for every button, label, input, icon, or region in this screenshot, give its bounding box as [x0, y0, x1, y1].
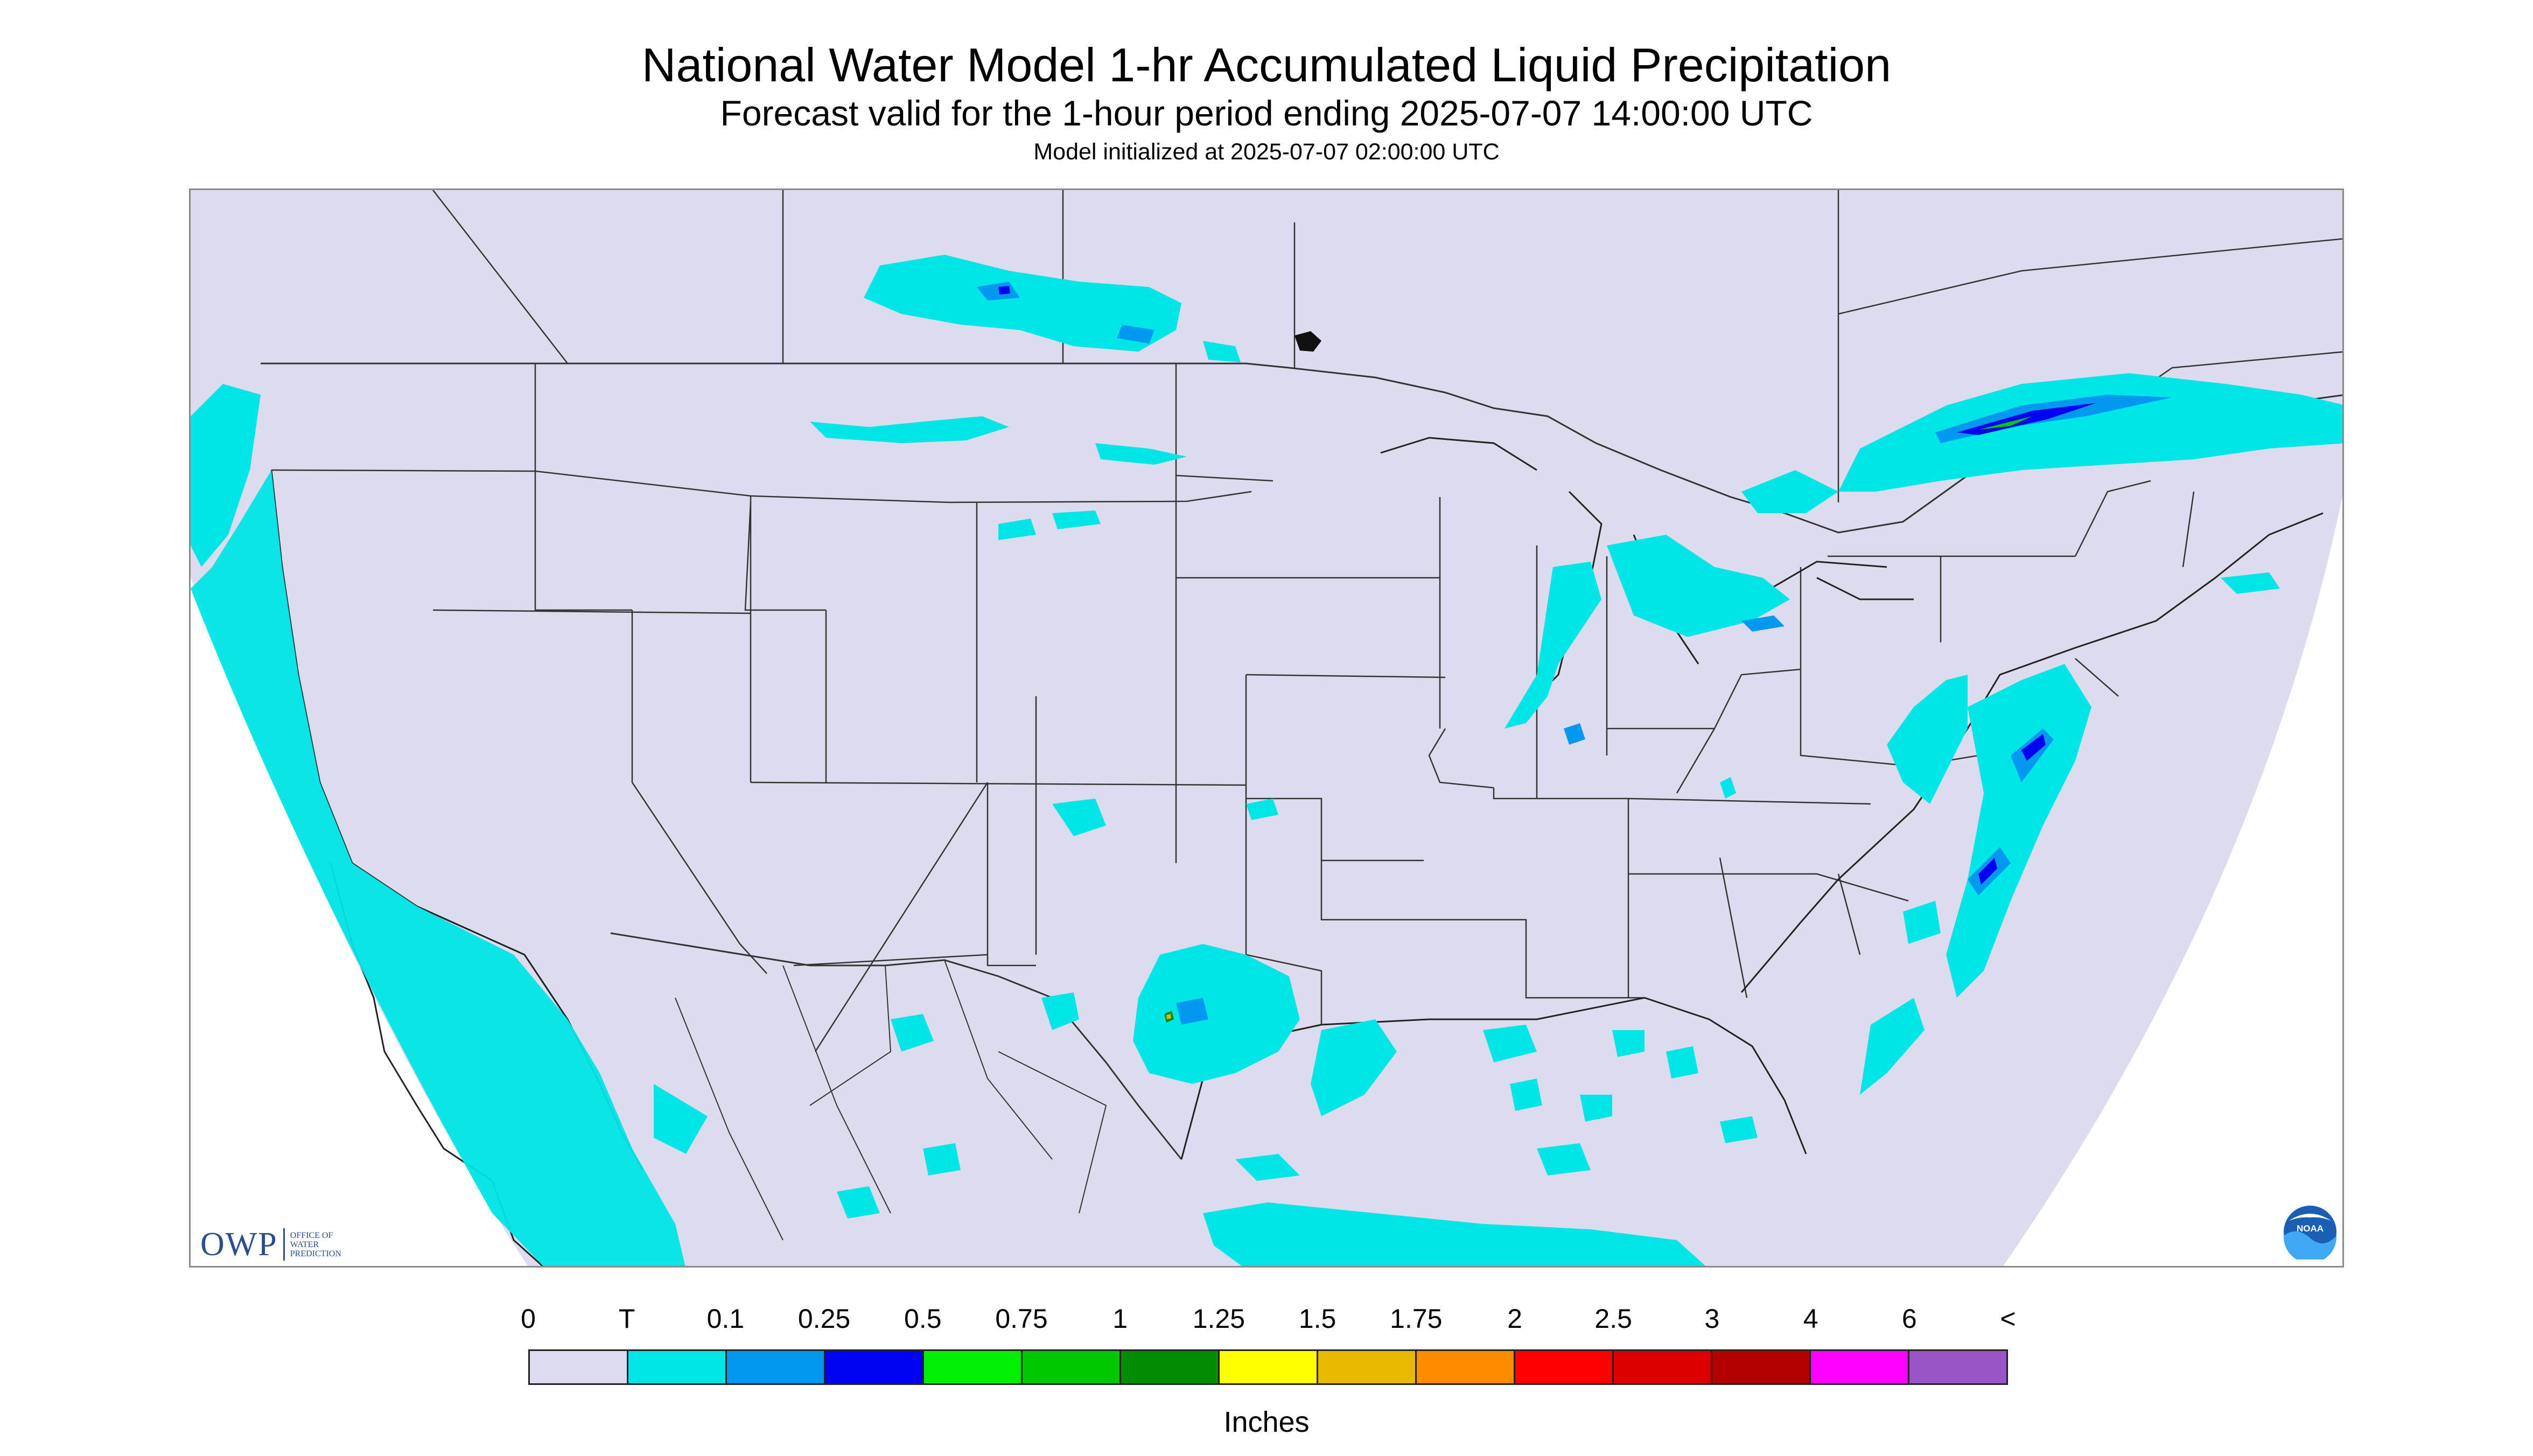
- owp-subtext: OFFICE OF WATER PREDICTION: [290, 1231, 341, 1258]
- legend-swatch: [530, 1351, 628, 1383]
- legend-tick-label: 1: [1112, 1304, 1128, 1334]
- legend-swatch: [825, 1351, 924, 1383]
- legend-swatch: [1417, 1351, 1515, 1383]
- legend-tick-label: T: [618, 1304, 635, 1334]
- precip-trace: [191, 255, 2342, 1266]
- legend-tick-label: 1.25: [1192, 1304, 1245, 1334]
- legend-tick-label: 6: [1901, 1304, 1917, 1334]
- legend-swatch: [924, 1351, 1023, 1383]
- legend-swatch: [1909, 1351, 2006, 1383]
- state-boundaries: [271, 363, 2195, 1052]
- legend-tick-label: 2: [1507, 1304, 1522, 1334]
- owp-divider: [283, 1228, 285, 1261]
- legend-swatch: [1515, 1351, 1614, 1383]
- legend-swatch: [727, 1351, 825, 1383]
- precipitation-map: OWP OFFICE OF WATER PREDICTION NOAA: [189, 188, 2344, 1268]
- owp-subtext-line: OFFICE OF: [290, 1230, 333, 1240]
- legend-swatch: [1023, 1351, 1121, 1383]
- owp-letters: OWP: [200, 1226, 278, 1263]
- legend-swatch: [1220, 1351, 1318, 1383]
- legend-swatch: [1811, 1351, 1909, 1383]
- precip-heavy: [1164, 416, 2032, 1023]
- model-domain: [191, 190, 2342, 1266]
- forecast-valid-subtitle: Forecast valid for the 1-hour period end…: [720, 93, 1813, 133]
- legend-tick-label: 1.75: [1390, 1304, 1443, 1334]
- legend-swatch: [628, 1351, 727, 1383]
- legend-tick-label: 4: [1803, 1304, 1818, 1334]
- legend-tick-label: 0.1: [706, 1304, 745, 1334]
- model-init-line: Model initialized at 2025-07-07 02:00:00…: [1033, 139, 1500, 165]
- legend-tick-label: 0: [521, 1304, 536, 1334]
- legend-swatch: [1121, 1351, 1220, 1383]
- mexico-state-lines: [675, 960, 1107, 1241]
- legend-colorbar: [528, 1349, 2008, 1385]
- legend-tick-label: 1.5: [1298, 1304, 1337, 1334]
- precipitation-map-svg: [191, 190, 2342, 1266]
- legend-tick-label: 0.5: [904, 1304, 942, 1334]
- legend-tick-label: 2.5: [1594, 1304, 1632, 1334]
- legend-swatch: [1318, 1351, 1417, 1383]
- legend-swatch: [1614, 1351, 1712, 1383]
- noaa-logo-text: NOAA: [2297, 1223, 2324, 1234]
- legend-labels: 0 T 0.1 0.25 0.5 0.75 1 1.25 1.5 1.75 2 2.5 3 4 6 <: [0, 1303, 2533, 1335]
- legend-units: Inches: [1223, 1406, 1310, 1438]
- owp-logo: OWP OFFICE OF WATER PREDICTION: [200, 1223, 341, 1266]
- legend-swatch: [1712, 1351, 1811, 1383]
- owp-subtext-line: PREDICTION: [290, 1249, 341, 1258]
- legend-tick-label: 0.25: [797, 1304, 851, 1334]
- owp-subtext-line: WATER: [290, 1240, 319, 1249]
- lake-of-the-woods: [1295, 331, 1321, 352]
- mexico-border: [610, 932, 1182, 1160]
- legend-tick-label: 0.75: [995, 1304, 1048, 1334]
- noaa-logo: NOAA: [2284, 1206, 2336, 1259]
- legend-tick-label: <: [2000, 1304, 2016, 1334]
- map-title: National Water Model 1-hr Accumulated Li…: [641, 38, 1892, 92]
- legend-tick-label: 3: [1704, 1304, 1720, 1334]
